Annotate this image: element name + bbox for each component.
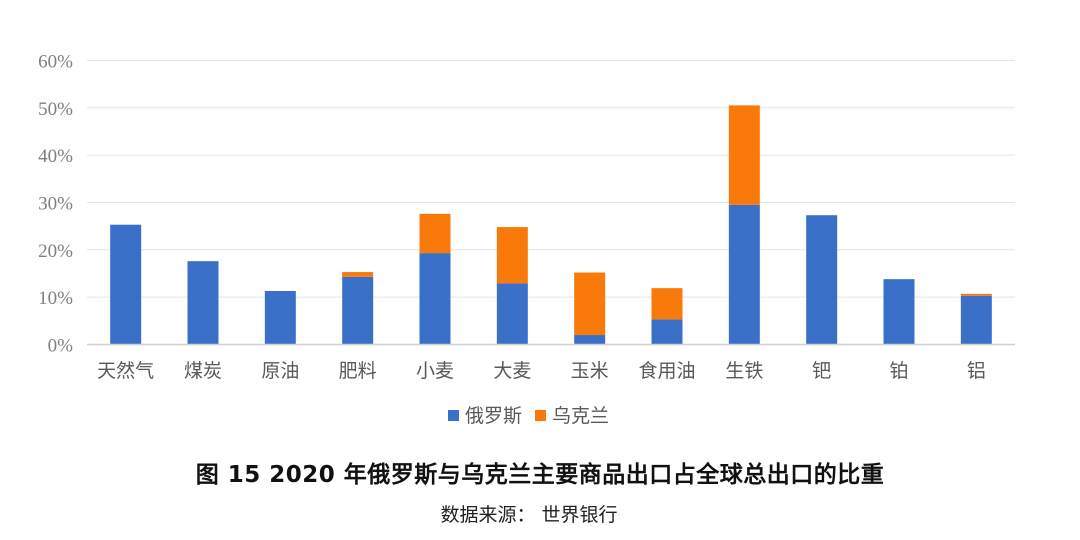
y-tick-label: 20%: [38, 241, 73, 262]
legend-swatch-russia: [448, 410, 459, 421]
x-tick-label: 生铁: [725, 360, 763, 382]
x-tick-label: 食用油: [638, 360, 695, 382]
bar-ukraine: [728, 105, 760, 205]
x-tick-label: 天然气: [97, 360, 154, 382]
y-tick-label: 60%: [38, 51, 73, 72]
x-tick-label: 铝: [967, 360, 986, 382]
bar-russia: [342, 276, 374, 345]
bar-russia: [728, 204, 760, 345]
bar-russia: [574, 335, 606, 345]
bar-ukraine: [960, 293, 992, 296]
bar-russia: [110, 224, 142, 345]
legend: 俄罗斯 乌克兰: [448, 405, 609, 427]
legend-swatch-ukraine: [535, 410, 546, 421]
legend-label: 乌克兰: [552, 405, 609, 427]
bar-ukraine: [419, 213, 451, 254]
y-tick-label: 40%: [38, 146, 73, 167]
x-tick-label: 原油: [261, 360, 299, 382]
bar-russia: [419, 253, 451, 345]
y-tick-label: 10%: [38, 288, 73, 309]
x-tick-label: 肥料: [339, 360, 377, 382]
bar-ukraine: [342, 272, 374, 277]
x-tick-label: 小麦: [416, 360, 454, 382]
bar-ukraine: [574, 272, 606, 336]
x-tick-label: 煤炭: [184, 360, 222, 382]
y-axis-tick-labels: 0% 10% 20% 30% 40% 50% 60%: [38, 51, 73, 356]
bar-russia: [883, 279, 915, 345]
bar-ukraine: [651, 288, 683, 320]
y-tick-label: 30%: [38, 193, 73, 214]
x-tick-label: 大麦: [493, 360, 531, 382]
gridlines: [87, 59, 1015, 298]
bar-ukraine: [496, 227, 528, 284]
y-tick-label: 0%: [48, 336, 74, 357]
y-tick-label: 50%: [38, 99, 73, 120]
bars: [110, 105, 992, 345]
bar-russia: [187, 261, 219, 345]
legend-label: 俄罗斯: [465, 405, 522, 427]
figure-caption: 图 15 2020 年俄罗斯与乌克兰主要商品出口占全球总出口的比重: [195, 462, 885, 488]
data-source: 数据来源： 世界银行: [440, 504, 618, 526]
x-tick-label: 玉米: [571, 360, 609, 382]
x-tick-label: 铂: [889, 360, 908, 382]
bar-russia: [806, 215, 838, 345]
x-axis-tick-labels: 天然气 煤炭 原油 肥料 小麦 大麦 玉米 食用油 生铁 钯 铂 铝: [97, 360, 986, 382]
x-tick-label: 钯: [812, 360, 831, 382]
bar-russia: [264, 290, 296, 345]
bar-russia: [496, 283, 528, 345]
bar-russia: [960, 295, 992, 345]
bar-russia: [651, 319, 683, 345]
